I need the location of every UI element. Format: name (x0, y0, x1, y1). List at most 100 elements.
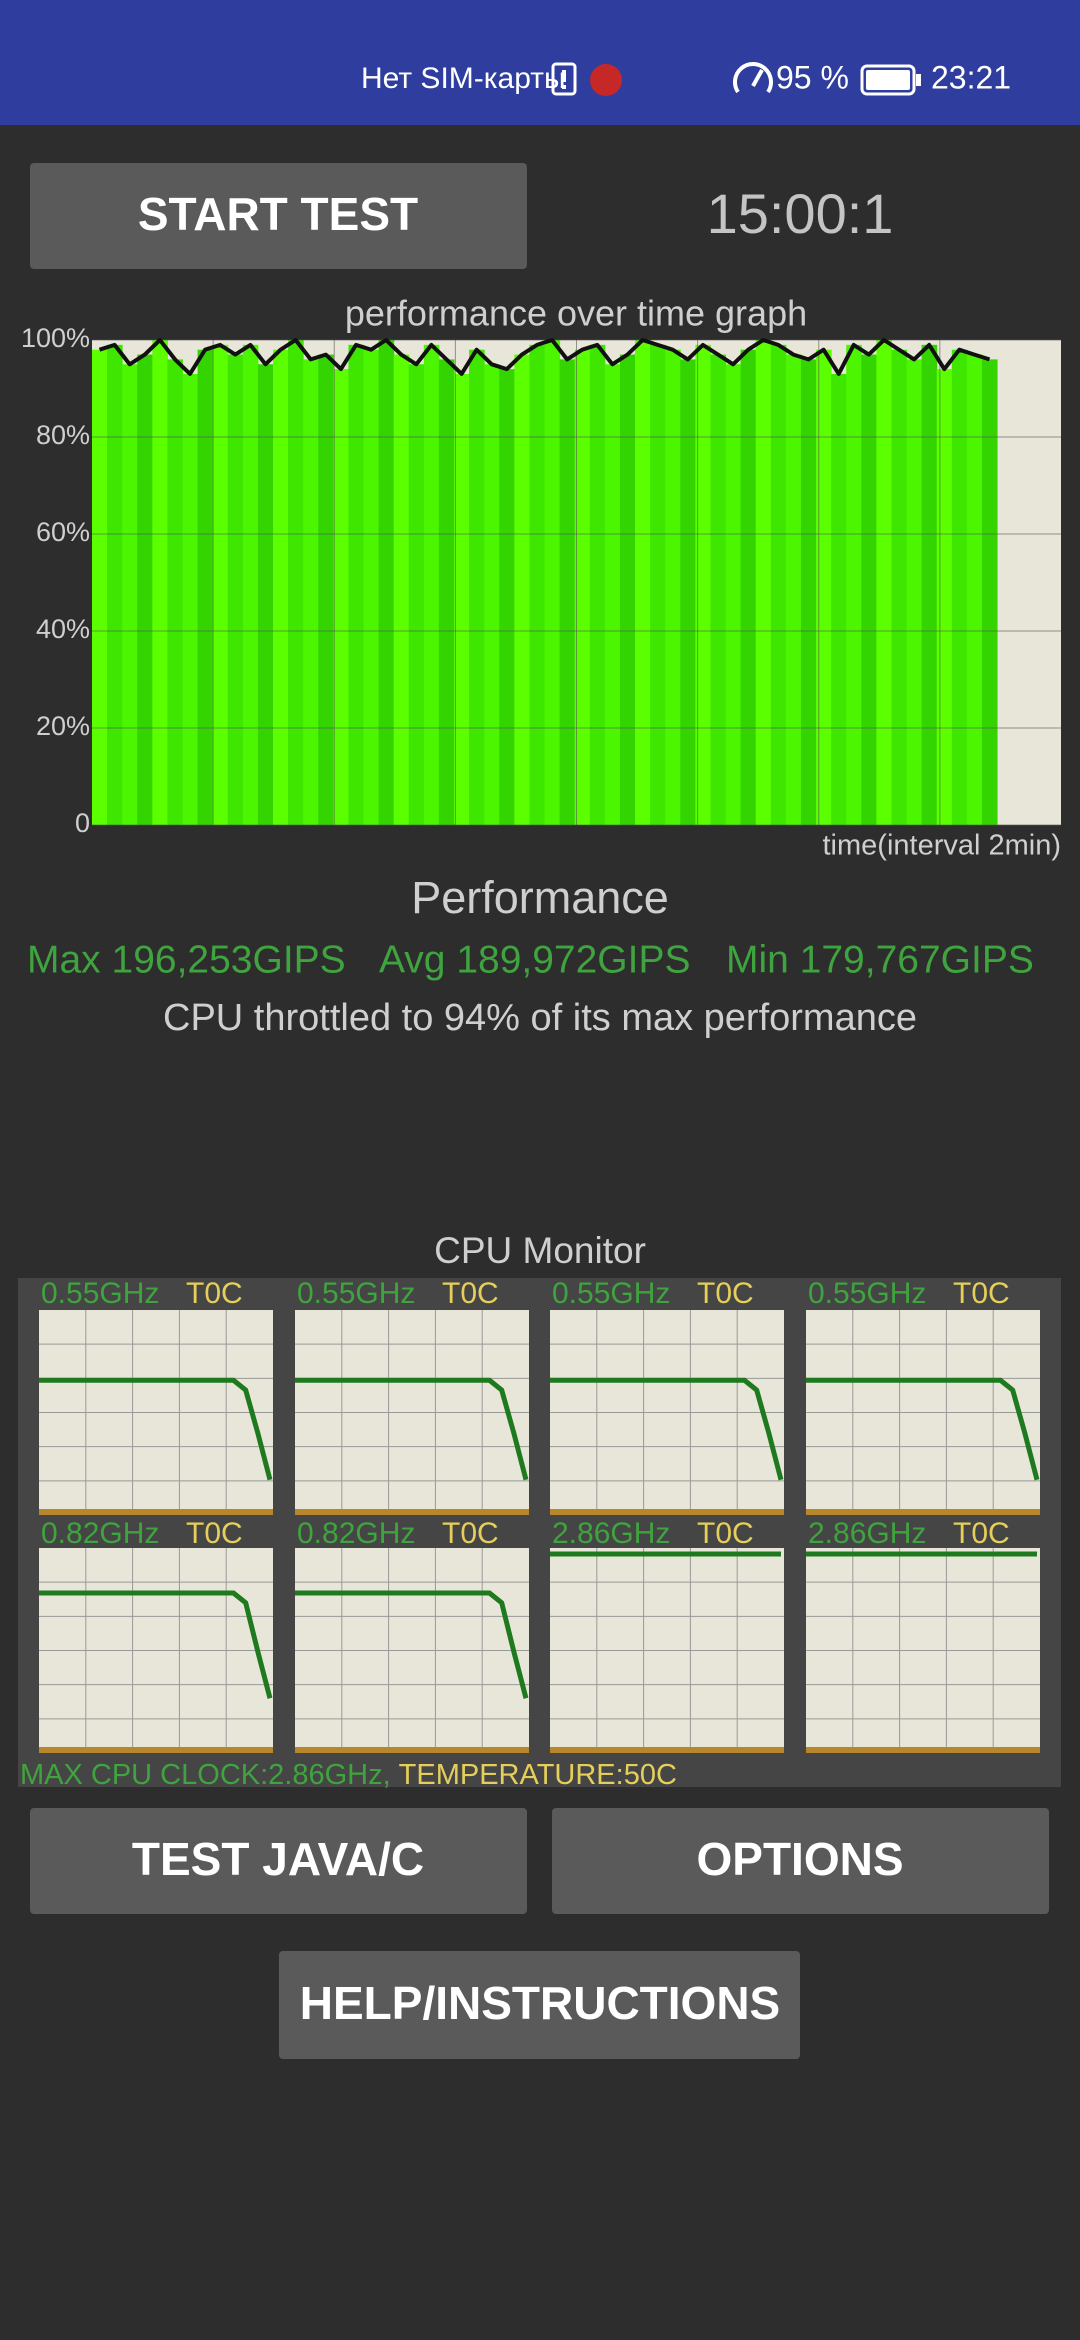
performance-bar (242, 344, 259, 825)
performance-bar (770, 344, 787, 825)
throttle-note: CPU throttled to 94% of its max performa… (163, 997, 917, 1039)
help-button[interactable] (279, 1951, 800, 2059)
performance-bar (981, 359, 998, 825)
start-button[interactable] (30, 163, 527, 269)
performance-bar (122, 364, 138, 825)
performance-bar (167, 359, 184, 825)
performance-bar (755, 340, 772, 825)
performance-bar (454, 373, 470, 825)
core-baseline (550, 1509, 784, 1515)
options-button[interactable] (552, 1808, 1049, 1914)
performance-bar (665, 349, 681, 825)
core-temperature: T0C (953, 1517, 1010, 1550)
core-temperature: T0C (697, 1277, 754, 1310)
core-frequency: 0.55GHz (552, 1277, 670, 1310)
core-line (550, 1377, 784, 1481)
core-temperature: T0C (442, 1517, 499, 1550)
core-baseline (550, 1747, 784, 1753)
y-tick-label: 60% (36, 517, 90, 547)
performance-bar (619, 354, 636, 825)
performance-bar (695, 344, 711, 825)
performance-bar (92, 349, 108, 825)
performance-bar (846, 344, 862, 825)
performance-bar (680, 359, 696, 825)
performance-bar (273, 349, 289, 825)
performance-bar (861, 354, 877, 825)
y-tick-label: 0 (75, 808, 90, 838)
performance-bar (137, 354, 153, 825)
core-temperature: T0C (442, 1277, 499, 1310)
graph-title: performance over time graph (345, 293, 807, 334)
performance-bar (438, 359, 455, 825)
performance-bar (936, 369, 953, 825)
core-temperature: T0C (953, 1277, 1010, 1310)
performance-bar (107, 344, 123, 825)
performance-bar (650, 344, 666, 825)
core-frequency: 0.55GHz (41, 1277, 159, 1310)
app-icon (590, 64, 622, 96)
performance-bar (725, 364, 742, 825)
performance-bar (906, 359, 923, 825)
cpu-monitor-title: CPU Monitor (434, 1230, 646, 1271)
performance-bar (318, 354, 334, 825)
core-frequency: 2.86GHz (552, 1517, 670, 1550)
core-temperature: T0C (186, 1517, 243, 1550)
core-temperature: T0C (186, 1277, 243, 1310)
core-line (295, 1377, 529, 1481)
max-score: Max 196,253GIPS (27, 938, 346, 981)
performance-bar (876, 340, 892, 825)
performance-bar (378, 340, 395, 825)
performance-bar (544, 340, 561, 825)
performance-bar (785, 354, 802, 825)
performance-bar (499, 369, 515, 825)
performance-bar (408, 364, 425, 825)
performance-bar (227, 354, 244, 825)
core-baseline (295, 1509, 529, 1515)
battery-icon (860, 64, 921, 96)
options-button-label[interactable]: OPTIONS (696, 1833, 903, 1885)
y-tick-label: 100% (21, 323, 90, 353)
cpu-cores: 0.55GHz T0C 0.55GHz T0C 0.55GHz T0C 0.55GHz T0C… (39, 1277, 1040, 1753)
start-button-label[interactable]: START TEST (138, 188, 418, 240)
performance-bar (574, 349, 591, 825)
clock: 23:21 (931, 59, 1011, 95)
performance-bar (921, 344, 938, 825)
performance-bar (182, 373, 199, 825)
performance-bar (604, 364, 621, 825)
core-baseline (295, 1747, 529, 1753)
java-button-label[interactable]: TEST JAVA/C (132, 1833, 424, 1885)
performance-bar (363, 349, 380, 825)
battery-level: 95 % (776, 59, 849, 95)
performance-bar (484, 364, 500, 825)
avg-score: Avg 189,972GIPS (379, 938, 691, 981)
performance-bar (469, 349, 485, 825)
performance-bar (529, 344, 546, 825)
cpu-summary: MAX CPU CLOCK:2.86GHz, TEMPERATURE:50C (20, 1759, 677, 1791)
core-frequency: 0.82GHz (41, 1517, 159, 1550)
performance-bar (348, 344, 365, 825)
performance-line (98, 338, 991, 376)
performance-title: Performance (411, 872, 669, 923)
core-line (39, 1590, 273, 1699)
performance-bar (800, 359, 817, 825)
core-line (806, 1377, 1040, 1481)
performance-bar (514, 354, 530, 825)
help-button-label[interactable]: HELP/INSTRUCTIONS (300, 1977, 780, 2029)
core-frequency: 2.86GHz (808, 1517, 926, 1550)
performance-bar (559, 359, 576, 825)
max-clock: MAX CPU CLOCK:2.86GHz, (20, 1759, 391, 1791)
performance-bar (152, 340, 168, 825)
sim-icon (551, 62, 577, 96)
y-tick-label: 20% (36, 711, 90, 741)
core-baseline (39, 1747, 273, 1753)
performance-bar (212, 344, 229, 825)
performance-bar (393, 354, 410, 825)
performance-bar (197, 349, 214, 825)
core-frequency: 0.55GHz (297, 1277, 415, 1310)
performance-bar (891, 349, 908, 825)
performance-bar (951, 349, 968, 825)
java-button[interactable] (30, 1808, 527, 1914)
core-frequency: 0.55GHz (808, 1277, 926, 1310)
performance-bar (966, 354, 983, 825)
